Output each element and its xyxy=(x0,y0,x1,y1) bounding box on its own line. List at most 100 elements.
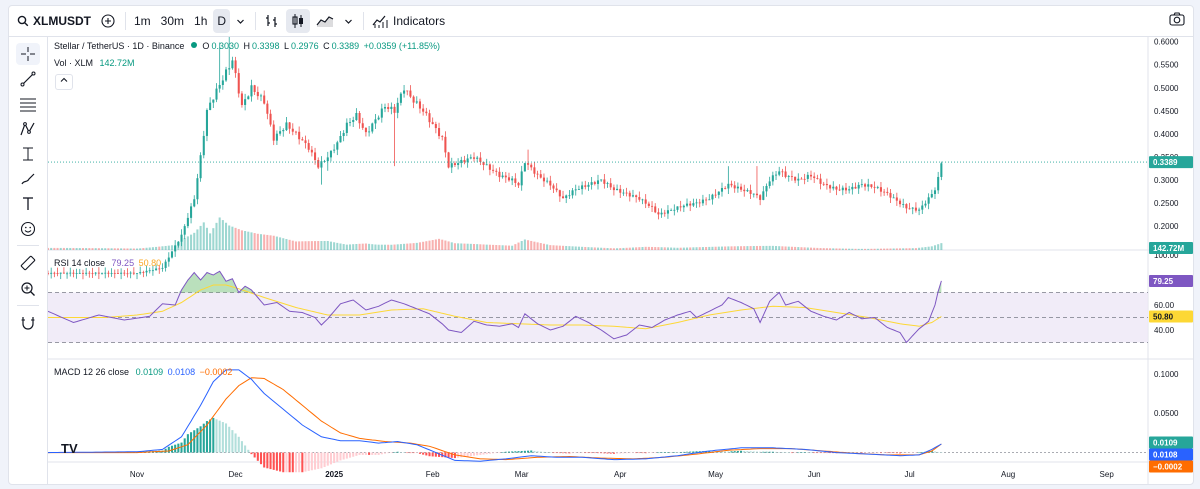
last-value-labels: 0.3389 142.72M 79.25 50.80 0.0109 0.0108 −0.00… xyxy=(1149,156,1193,473)
candle-body xyxy=(342,132,345,137)
candle-body xyxy=(914,207,917,211)
fib-tool[interactable] xyxy=(16,93,40,115)
candle-body xyxy=(59,272,62,274)
compare-symbol-button[interactable] xyxy=(97,9,119,33)
text-tool[interactable] xyxy=(16,193,40,215)
volume-bar xyxy=(409,243,412,250)
volume-bar xyxy=(412,243,415,250)
macd-histogram-bar xyxy=(781,452,784,453)
macd-histogram-bar xyxy=(625,452,628,454)
interval-dropdown[interactable] xyxy=(232,9,249,33)
candle-body xyxy=(186,217,189,227)
rsi-legend: RSI 14 close 79.25 50.80 xyxy=(54,258,161,268)
macd-histogram-bar xyxy=(733,451,736,453)
volume-bar xyxy=(422,241,425,250)
text-icon xyxy=(23,197,33,210)
volume-bar xyxy=(225,222,228,250)
candle-body xyxy=(161,267,164,269)
area-style-button[interactable] xyxy=(312,9,338,33)
macd-histogram-bar xyxy=(819,452,822,454)
volume-bar xyxy=(622,247,625,250)
volume-bar xyxy=(48,247,50,250)
volume-value: 142.72M xyxy=(99,58,135,68)
candle-body xyxy=(937,176,940,191)
magnet-tool[interactable] xyxy=(16,312,40,334)
grid xyxy=(48,37,1193,484)
candle-body xyxy=(113,272,116,274)
zoom-tool[interactable] xyxy=(16,278,40,300)
macd-histogram-bar xyxy=(546,452,549,453)
macd-histogram-bar xyxy=(736,450,739,453)
macd-histogram-bar xyxy=(383,452,387,454)
candle-body xyxy=(294,131,298,133)
macd-histogram-bar xyxy=(654,452,657,454)
volume-bar xyxy=(927,246,930,250)
volume-bar xyxy=(263,234,266,250)
symbol-search[interactable]: XLMUSDT xyxy=(13,9,95,33)
volume-bar xyxy=(291,240,294,250)
volume-bar xyxy=(247,231,250,250)
candle-body xyxy=(685,203,689,206)
volume-bar xyxy=(542,243,545,250)
bars-style-button[interactable] xyxy=(260,9,284,33)
macd-histogram-bar xyxy=(495,452,498,454)
volume-bar xyxy=(425,241,428,250)
candle-body xyxy=(603,179,606,184)
volume-bar xyxy=(310,241,313,250)
chart-type-dropdown[interactable] xyxy=(340,9,357,33)
candle-body xyxy=(806,174,809,179)
macd-histogram-bar xyxy=(603,452,606,454)
candle-body xyxy=(539,174,542,178)
macd-histogram-bar xyxy=(752,451,755,453)
volume-bar xyxy=(921,247,924,250)
trend-line-icon xyxy=(20,71,36,87)
volume-bar xyxy=(66,247,69,250)
volume-bar xyxy=(56,247,59,250)
macd-histogram-bar xyxy=(304,452,307,472)
price-tick-label: 0.6000 xyxy=(1154,38,1179,47)
macd-histogram-bar xyxy=(937,451,940,453)
candle-body xyxy=(660,212,663,215)
candle-body xyxy=(527,163,530,165)
candle-body xyxy=(829,185,832,189)
last-volume-tag-bg xyxy=(1149,242,1193,254)
candle-body xyxy=(616,188,619,191)
macd-histogram-bar xyxy=(186,434,189,453)
macd-histogram-bar xyxy=(294,452,298,473)
macd-histogram-bar xyxy=(193,430,196,453)
macd-histogram-bar xyxy=(380,452,383,455)
interval-1m[interactable]: 1m xyxy=(130,9,155,33)
volume-bar xyxy=(361,243,364,250)
ruler-tool[interactable] xyxy=(16,252,40,274)
collapse-legend-button[interactable] xyxy=(55,74,73,90)
snapshot-button[interactable] xyxy=(1169,12,1185,29)
smiley-icon xyxy=(20,221,36,237)
chart-window: XLMUSDT 1m 30m 1h D Indicators xyxy=(8,5,1194,485)
volume-bar xyxy=(822,248,825,250)
macd-histogram-bar xyxy=(619,452,622,454)
pattern-tool[interactable] xyxy=(16,118,40,140)
macd-histogram-bar xyxy=(743,450,746,453)
volume-bar xyxy=(231,226,234,250)
volume-bar xyxy=(606,248,609,250)
chart-canvas[interactable]: 0.60000.55000.50000.45000.40000.35000.30… xyxy=(48,37,1193,484)
crosshair-tool[interactable] xyxy=(16,43,40,65)
macd-histogram-bar xyxy=(520,450,523,453)
interval-30m[interactable]: 30m xyxy=(157,9,188,33)
trend-line-tool[interactable] xyxy=(16,68,40,90)
macd-histogram-bar xyxy=(708,450,711,453)
candle-body xyxy=(53,272,56,274)
interval-d[interactable]: D xyxy=(213,9,231,33)
brush-tool[interactable] xyxy=(16,168,40,190)
emoji-tool[interactable] xyxy=(16,218,40,240)
interval-1h[interactable]: 1h xyxy=(190,9,211,33)
volume-bar xyxy=(829,248,832,250)
candles-style-button[interactable] xyxy=(286,9,311,33)
volume-bar xyxy=(539,243,542,250)
macd-histogram-bar xyxy=(933,451,937,453)
projection-tool[interactable] xyxy=(16,143,40,165)
indicators-button[interactable]: Indicators xyxy=(368,9,449,33)
macd-histogram-bar xyxy=(447,452,450,458)
candle-body xyxy=(234,60,237,74)
macd-histogram-bar xyxy=(638,452,641,454)
